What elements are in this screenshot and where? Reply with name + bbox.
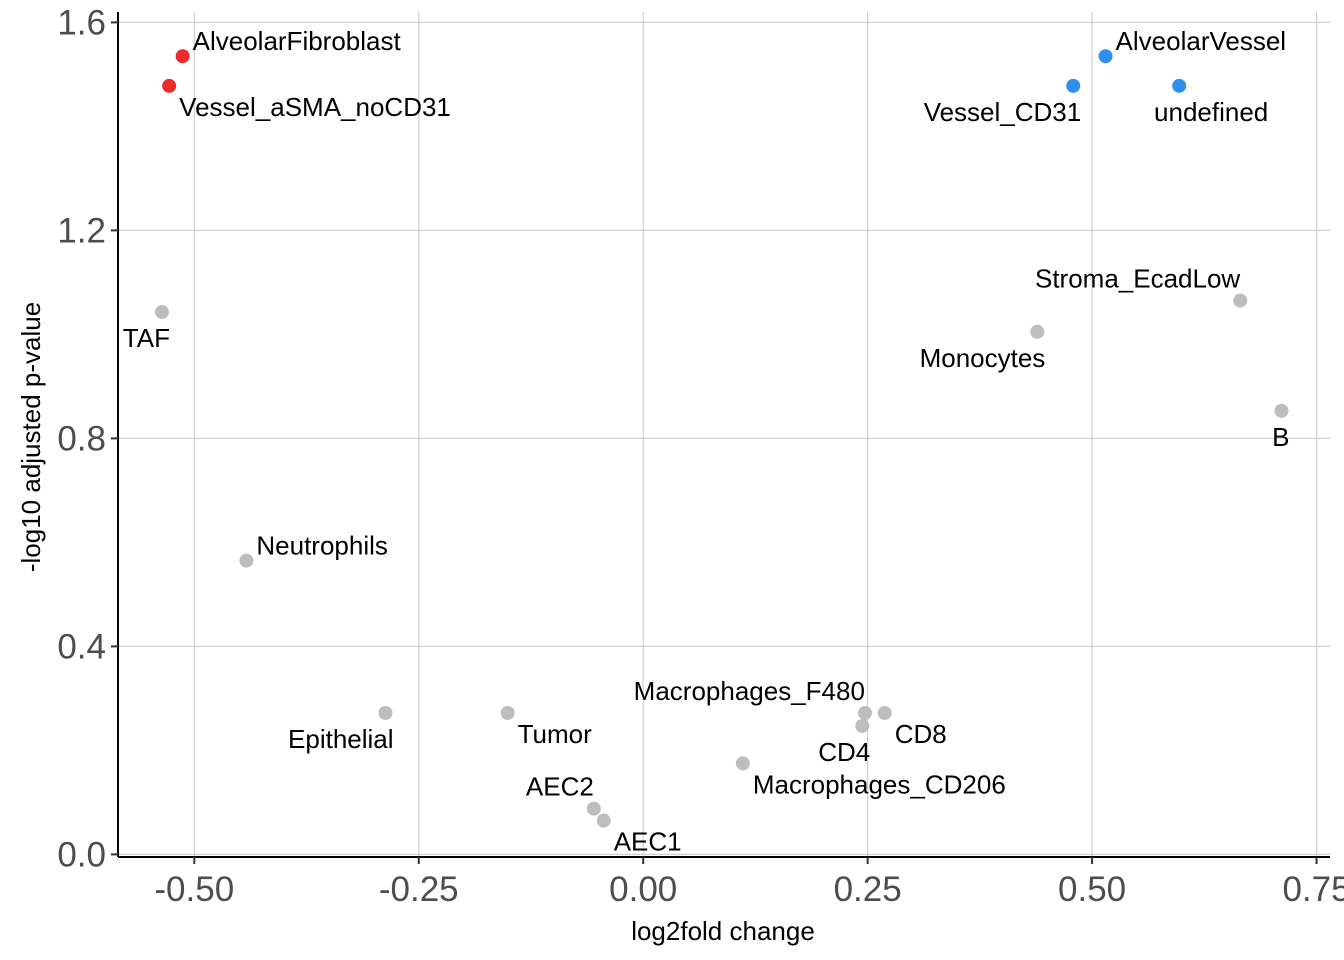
data-point [735,756,750,771]
point-label: Macrophages_F480 [634,676,865,706]
axes: -0.50 -0.25 0.00 0.25 0.50 0.75 0.0 0.4 0.8 1.2 1.… [57,3,1344,909]
x-tick-label: 0.00 [609,870,677,909]
point-label: Neutrophils [256,531,388,561]
data-point [239,553,254,568]
y-axis-title: -log10 adjusted p-value [16,302,46,572]
point-label: Epithelial [288,724,394,754]
data-points [154,49,1289,828]
data-point [857,705,872,720]
x-tick-label: 0.25 [834,870,902,909]
point-label: AEC2 [526,772,594,802]
y-tick-label: 0.0 [57,835,106,874]
data-point [596,813,611,828]
y-tick-label: 1.6 [57,3,106,42]
y-tick-label: 0.8 [57,419,106,458]
point-label: Vessel_CD31 [924,97,1082,127]
point-label: Vessel_aSMA_noCD31 [179,92,451,122]
y-tick-label: 0.4 [57,627,106,666]
point-label: CD8 [895,719,947,749]
point-label: TAF [123,323,170,353]
point-label: AEC1 [614,827,682,857]
point-label: AlveolarFibroblast [193,26,402,56]
y-tick-label: 1.2 [57,211,106,250]
data-point [1274,403,1289,418]
data-point [162,78,177,93]
data-point [1030,324,1045,339]
data-point [175,49,190,64]
data-point [154,305,169,320]
point-label: CD4 [818,737,870,767]
data-point [1066,78,1081,93]
x-tick-label: -0.25 [379,870,459,909]
point-label: Stroma_EcadLow [1035,264,1240,294]
point-labels: AlveolarFibroblast Vessel_aSMA_noCD31 Alve… [123,26,1290,856]
x-tick-label: 0.75 [1282,870,1344,909]
x-axis-title: log2fold change [631,916,815,946]
data-point [877,705,892,720]
data-point [1098,49,1113,64]
point-label: B [1272,422,1289,452]
data-point [378,705,393,720]
data-point [1172,78,1187,93]
data-point [855,718,870,733]
point-label: Tumor [518,719,592,749]
point-label: Macrophages_CD206 [753,769,1006,799]
grid-lines [118,12,1330,857]
point-label: AlveolarVessel [1116,26,1287,56]
point-label: Monocytes [920,343,1046,373]
data-point [1233,293,1248,308]
point-label: undefined [1154,97,1268,127]
data-point [586,801,601,816]
x-tick-label: -0.50 [154,870,234,909]
x-tick-label: 0.50 [1058,870,1126,909]
data-point [500,705,515,720]
